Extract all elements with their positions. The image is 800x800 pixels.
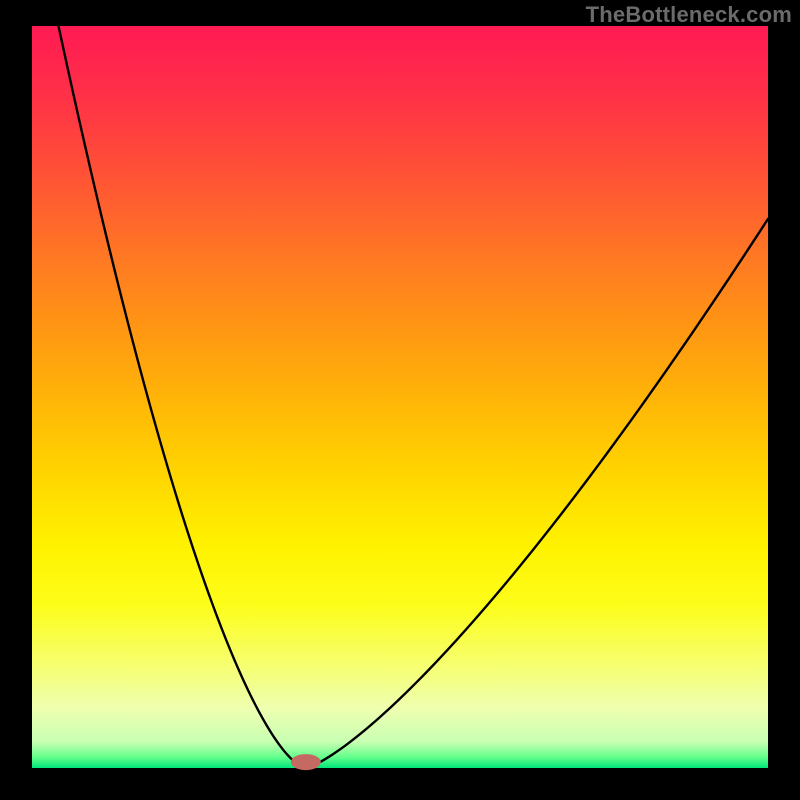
plot-heat-background (32, 26, 768, 768)
chart-stage: TheBottleneck.com (0, 0, 800, 800)
bottleneck-chart (0, 0, 800, 800)
watermark-label: TheBottleneck.com (586, 2, 792, 28)
optimal-point-marker (291, 754, 321, 770)
